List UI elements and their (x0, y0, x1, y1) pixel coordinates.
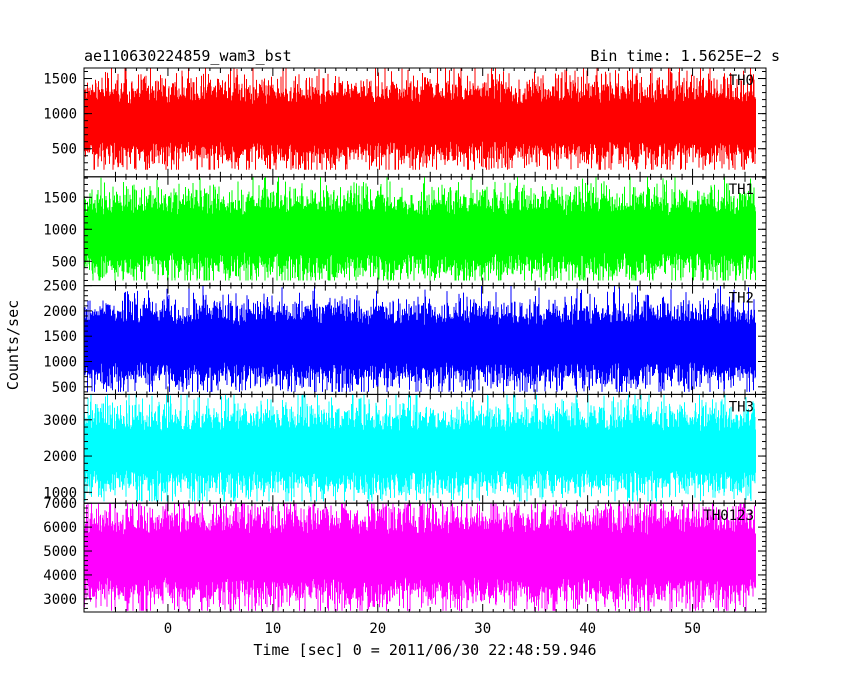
x-tick-label: 40 (579, 621, 596, 637)
x-tick-label: 50 (684, 621, 701, 637)
panel-label: TH3 (729, 399, 754, 415)
series-line-th3 (84, 394, 756, 502)
panel-th3: 1000 2000 3000 TH3 (43, 393, 767, 504)
x-axis: 0 10 20 30 40 50 (164, 621, 701, 637)
y-tick-label: 4000 (43, 568, 77, 584)
y-tick-label: 1000 (43, 485, 77, 501)
y-tick-label: 1000 (43, 107, 77, 123)
y-tick-label: 6000 (43, 520, 77, 536)
panel-label: TH0123 (703, 508, 754, 524)
y-tick-label: 7000 (43, 496, 77, 512)
x-tick-label: 30 (474, 621, 491, 637)
series-line-th1 (84, 176, 756, 281)
y-tick-label: 1500 (43, 190, 77, 206)
series-line-th0123 (84, 503, 756, 611)
file-title: ae110630224859_wam3_bst (84, 47, 292, 65)
x-tick-label: 10 (264, 621, 281, 637)
y-tick-label: 500 (52, 142, 77, 158)
y-tick-label: 1000 (43, 222, 77, 238)
x-axis-label: Time [sec] 0 = 2011/06/30 22:48:59.946 (253, 641, 596, 659)
x-tick-label: 0 (164, 621, 172, 637)
y-tick-label: 3000 (43, 413, 77, 429)
series-line-th2 (84, 285, 756, 392)
y-tick-label: 2000 (43, 449, 77, 465)
bin-time-label: Bin time: 1.5625E−2 s (590, 47, 780, 65)
y-tick-label: 2500 (43, 279, 77, 295)
panel-th0123: 3000 4000 5000 6000 7000 TH0123 (43, 496, 767, 613)
y-tick-label: 1000 (43, 355, 77, 371)
y-tick-label: 5000 (43, 544, 77, 560)
x-tick-label: 20 (369, 621, 386, 637)
y-tick-label: 1500 (43, 329, 77, 345)
panel-label: TH1 (729, 182, 754, 198)
panel-label: TH2 (729, 291, 754, 307)
panel-th1: 500 1000 1500 TH1 (43, 176, 767, 287)
panels-group: 500 1000 1500 TH0 500 1000 1500 TH1 500 1000 1500 2… (43, 67, 767, 613)
panel-th2: 500 1000 1500 2000 2500 TH2 (43, 279, 767, 396)
y-tick-label: 500 (52, 380, 77, 396)
panel-label: TH0 (729, 73, 754, 89)
y-tick-label: 1500 (43, 72, 77, 88)
y-tick-label: 2000 (43, 304, 77, 320)
series-line-th0 (84, 68, 756, 170)
y-tick-label: 500 (52, 254, 77, 270)
y-tick-label: 3000 (43, 592, 77, 608)
panel-th0: 500 1000 1500 TH0 (43, 67, 767, 178)
panel-frame (83, 502, 767, 613)
y-axis-label: Counts/sec (4, 300, 22, 390)
